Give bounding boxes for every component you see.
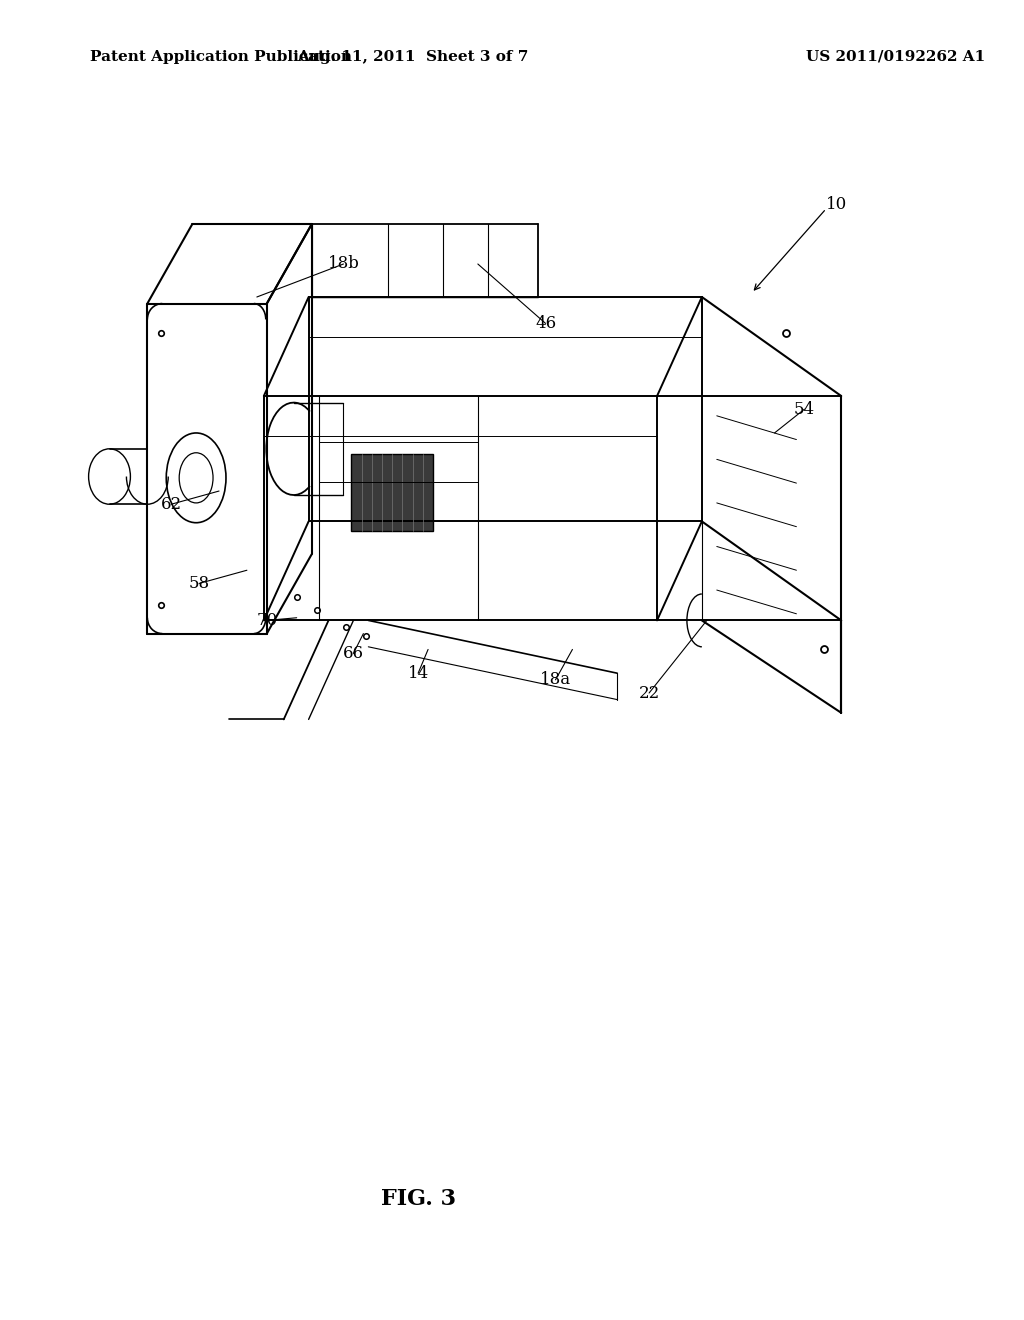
Text: 62: 62 <box>161 496 182 512</box>
Bar <box>351 454 433 531</box>
Text: FIG. 3: FIG. 3 <box>381 1188 456 1209</box>
Text: 58: 58 <box>188 576 210 591</box>
Text: US 2011/0192262 A1: US 2011/0192262 A1 <box>806 50 986 63</box>
Text: 70: 70 <box>256 612 278 628</box>
Text: Aug. 11, 2011  Sheet 3 of 7: Aug. 11, 2011 Sheet 3 of 7 <box>297 50 528 63</box>
Text: Patent Application Publication: Patent Application Publication <box>89 50 351 63</box>
Text: 10: 10 <box>825 197 847 213</box>
Text: 54: 54 <box>794 401 815 417</box>
Text: 46: 46 <box>535 315 556 331</box>
Text: 22: 22 <box>638 685 659 701</box>
Text: 18a: 18a <box>540 672 571 688</box>
Text: 66: 66 <box>343 645 364 661</box>
Text: 14: 14 <box>408 665 429 681</box>
Text: 18b: 18b <box>328 256 359 272</box>
